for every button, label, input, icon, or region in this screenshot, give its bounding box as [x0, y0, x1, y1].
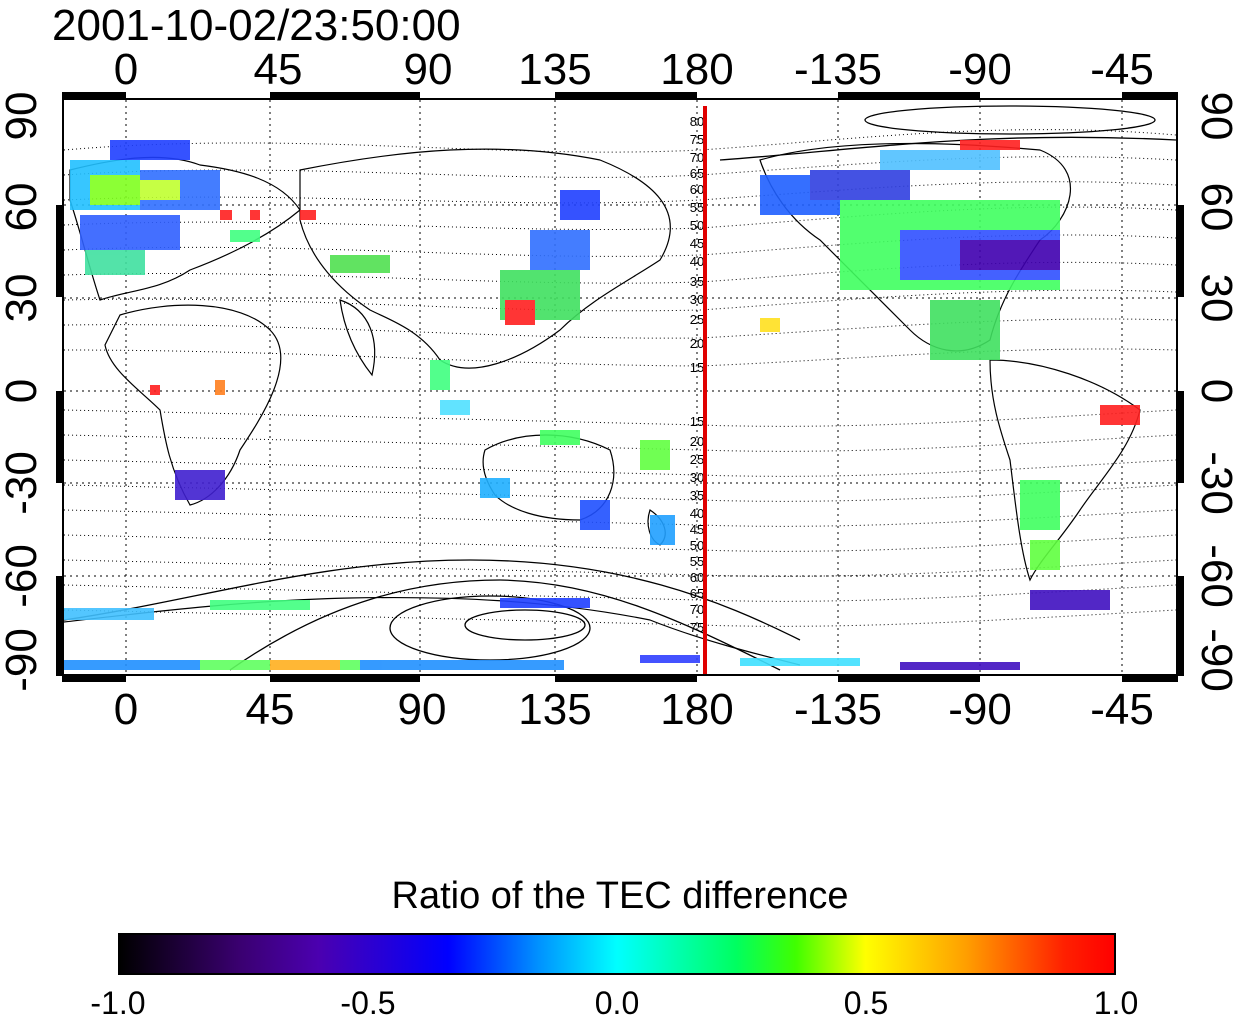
contour-label: 35: [690, 274, 704, 289]
contour-label: 15: [690, 414, 704, 429]
contour-label: 80: [690, 114, 704, 129]
axis-bar-segment: [56, 391, 62, 483]
top-tick: 180: [660, 45, 734, 94]
colorbar-title: Ratio of the TEC difference: [391, 875, 849, 917]
top-tick: 135: [518, 45, 592, 94]
axis-bar-segment: [56, 576, 62, 676]
colorbar-tick: -1.0: [90, 985, 146, 1021]
colorbar-tick: 0.5: [843, 985, 889, 1021]
contour-label: 30: [690, 470, 704, 485]
south-america-coast: [989, 359, 1141, 582]
axis-bar-segment: [1178, 391, 1184, 483]
tec-data: [64, 140, 1140, 670]
bottom-tick: 135: [518, 685, 592, 734]
bottom-tick: -90: [948, 685, 1012, 734]
axis-bar-segment: [555, 92, 697, 98]
top-tick: 90: [403, 45, 453, 94]
india-coast: [339, 299, 376, 377]
map-title: 2001-10-02/23:50:00: [52, 1, 461, 50]
contour-label: 15: [690, 360, 704, 375]
contour-label: 55: [690, 200, 704, 215]
contour-label: 70: [690, 602, 704, 617]
axis-bar-segment: [270, 92, 420, 98]
contour-label: 75: [690, 132, 704, 147]
contour-label: 25: [690, 452, 704, 467]
axis-bar-segment: [555, 676, 697, 682]
axis-bar-segment: [838, 676, 980, 682]
africa-coast: [104, 304, 282, 506]
colorbar-tick: 0.0: [594, 985, 640, 1021]
contour-label: 40: [690, 254, 704, 269]
axis-bar-segment: [56, 205, 62, 297]
contour-label: 65: [690, 166, 704, 181]
axis-bar-segment: [62, 676, 126, 682]
contour-label: 70: [690, 150, 704, 165]
contour-label: 60: [690, 182, 704, 197]
contour-label: 60: [690, 570, 704, 585]
bottom-tick: -45: [1090, 685, 1154, 734]
axis-bar-segment: [1178, 205, 1184, 297]
bottom-tick: 180: [660, 685, 734, 734]
antarctica-coast: [63, 596, 801, 666]
colorbar: [118, 933, 1116, 975]
top-tick: -45: [1090, 45, 1154, 94]
contour-label: 30: [690, 292, 704, 307]
contour-label: 40: [690, 506, 704, 521]
contour-label: 75: [690, 620, 704, 635]
axis-bar-segment: [1122, 676, 1178, 682]
bottom-tick: -135: [793, 685, 883, 734]
contour-label: 45: [690, 236, 704, 251]
axis-bar-segment: [62, 92, 126, 98]
map-frame: [62, 98, 1178, 676]
contour-label: 55: [690, 554, 704, 569]
magnetic-contours: [63, 129, 1177, 627]
colorbar-tick: 1.0: [1093, 985, 1139, 1021]
axis-bar-segment: [270, 676, 420, 682]
contour-label: 45: [690, 522, 704, 537]
contour-label: 25: [690, 312, 704, 327]
contour-label: 20: [690, 434, 704, 449]
bottom-tick: 45: [245, 685, 295, 734]
contour-labels: 80 75 70 65 60 55 50 45 40 35 30 25 20 1…: [690, 114, 704, 635]
top-tick: -135: [793, 45, 883, 94]
top-tick: 0: [113, 45, 139, 94]
contour-label: 65: [690, 586, 704, 601]
axis-bar-segment: [1122, 92, 1178, 98]
bottom-tick: 0: [113, 685, 139, 734]
contour-label: 20: [690, 336, 704, 351]
top-tick: 45: [253, 45, 303, 94]
asia-coast: [299, 148, 671, 369]
bottom-tick: 90: [397, 685, 447, 734]
graticule: [64, 100, 1176, 674]
colorbar-tick: -0.5: [340, 985, 396, 1021]
top-tick: -90: [948, 45, 1012, 94]
contour-label: 50: [690, 218, 704, 233]
axis-bar-segment: [1178, 576, 1184, 676]
solid-contours: [63, 105, 1177, 671]
contour-label: 50: [690, 538, 704, 553]
axis-bars: [56, 92, 1184, 682]
axis-bar-segment: [838, 92, 980, 98]
contour-label: 35: [690, 488, 704, 503]
